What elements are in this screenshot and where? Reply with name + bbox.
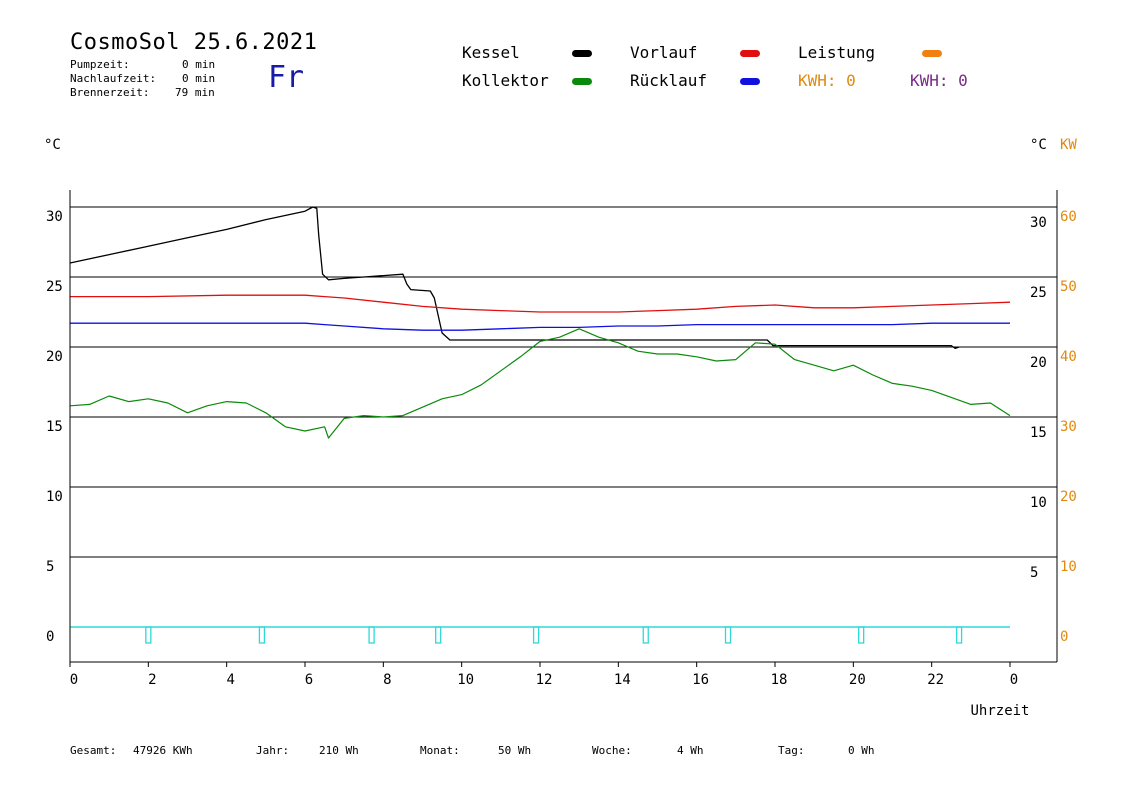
stat-label-pumpzeit: Pumpzeit:	[70, 58, 130, 71]
x-tick-label: 2	[148, 672, 156, 688]
stat-value-nachlaufzeit: 0 min	[182, 72, 216, 85]
y-tick-label-kw: 60	[1060, 209, 1077, 225]
footer-woche-value: 4 Wh	[677, 744, 704, 757]
x-tick-label: 4	[226, 672, 234, 688]
x-tick-label: 8	[383, 672, 391, 688]
legend-kollektor-label: Kollektor	[462, 71, 549, 90]
x-tick-label: 20	[849, 672, 866, 688]
y-tick-label-left: 25	[46, 279, 63, 295]
y-tick-label-right: 30	[1030, 215, 1047, 231]
y-tick-label-left: 5	[46, 559, 54, 575]
x-tick-label: 18	[771, 672, 788, 688]
series-rcklauf-line	[70, 322, 1010, 331]
footer-jahr-value: 210 Wh	[319, 744, 359, 757]
stat-value-pumpzeit: 0 min	[182, 58, 216, 71]
y-tick-label-right: 5	[1030, 565, 1038, 581]
footer-woche-label: Woche:	[592, 744, 632, 757]
y-tick-label-kw: 40	[1060, 349, 1077, 365]
y-tick-label-right: 25	[1030, 285, 1047, 301]
legend-kessel-swatch	[572, 50, 592, 57]
footer-monat-value: 50 Wh	[498, 744, 532, 757]
y-tick-label-kw: 30	[1060, 419, 1077, 435]
y-tick-label-right: 10	[1030, 495, 1047, 511]
footer-tag-value: 0 Wh	[848, 744, 875, 757]
y-tick-label-left: 0	[46, 629, 54, 645]
y-tick-label-kw: 20	[1060, 489, 1077, 505]
y-tick-label-left: 30	[46, 209, 63, 225]
x-tick-label: 10	[457, 672, 474, 688]
right-axis-unit: °C	[1030, 137, 1047, 153]
series-leistung-pulse	[532, 626, 540, 644]
x-tick-label: 12	[536, 672, 553, 688]
left-axis-unit: °C	[44, 137, 61, 153]
x-tick-label: 0	[70, 672, 78, 688]
footer-gesamt-label: Gesamt:	[70, 744, 117, 757]
y-tick-label-kw: 50	[1060, 279, 1077, 295]
legend-ruecklauf-swatch	[740, 78, 760, 85]
legend-kollektor-swatch	[572, 78, 592, 85]
x-tick-label: 16	[692, 672, 709, 688]
stat-label-nachlaufzeit: Nachlaufzeit:	[70, 72, 157, 85]
y-tick-label-right: 20	[1030, 355, 1047, 371]
y-tick-label-left: 15	[46, 419, 63, 435]
stat-label-brennerzeit: Brennerzeit:	[70, 86, 150, 99]
legend-kwh-purple: KWH: 0	[910, 71, 968, 90]
footer-jahr-label: Jahr:	[256, 744, 290, 757]
legend-kessel-label: Kessel	[462, 43, 520, 62]
legend-leistung-label: Leistung	[798, 43, 876, 62]
legend-vorlauf-swatch	[740, 50, 760, 57]
y-tick-label-kw: 10	[1060, 559, 1077, 575]
x-tick-label: 0	[1010, 672, 1018, 688]
legend-kwh-orange: KWH: 0	[798, 71, 856, 90]
series-leistung-pulse	[724, 626, 732, 644]
legend-ruecklauf-label: Rücklauf	[630, 71, 708, 90]
series-leistung-pulse	[858, 626, 865, 644]
page-title: CosmoSol 25.6.2021	[70, 30, 318, 55]
series-vorlauf-line	[70, 294, 1011, 313]
weekday-label: Fr	[268, 60, 305, 95]
series-leistung-pulse	[642, 626, 649, 644]
series-leistung-pulse	[435, 626, 442, 644]
y-tick-label-right: 15	[1030, 425, 1047, 441]
series-leistung-pulse	[145, 626, 152, 644]
series-kessel-line	[69, 206, 960, 350]
x-tick-label: 6	[305, 672, 313, 688]
series-leistung-pulse	[368, 626, 375, 644]
x-axis-label: Uhrzeit	[970, 703, 1029, 719]
footer-monat-label: Monat:	[420, 744, 460, 757]
x-tick-label: 22	[927, 672, 944, 688]
footer-tag-label: Tag:	[778, 744, 805, 757]
y-tick-label-left: 10	[46, 489, 63, 505]
stat-value-brennerzeit: 79 min	[175, 86, 215, 99]
x-tick-label: 14	[614, 672, 631, 688]
right-axis-kw-unit: KW	[1060, 137, 1077, 153]
series-leistung-pulse	[955, 626, 963, 644]
footer-gesamt-value: 47926 KWh	[133, 744, 193, 757]
y-tick-label-left: 20	[46, 349, 63, 365]
series-leistung-pulse	[258, 626, 266, 644]
legend-leistung-swatch	[922, 50, 942, 57]
y-tick-label-kw: 0	[1060, 629, 1068, 645]
legend-vorlauf-label: Vorlauf	[630, 43, 698, 62]
series-kollektor-line	[69, 328, 1011, 439]
